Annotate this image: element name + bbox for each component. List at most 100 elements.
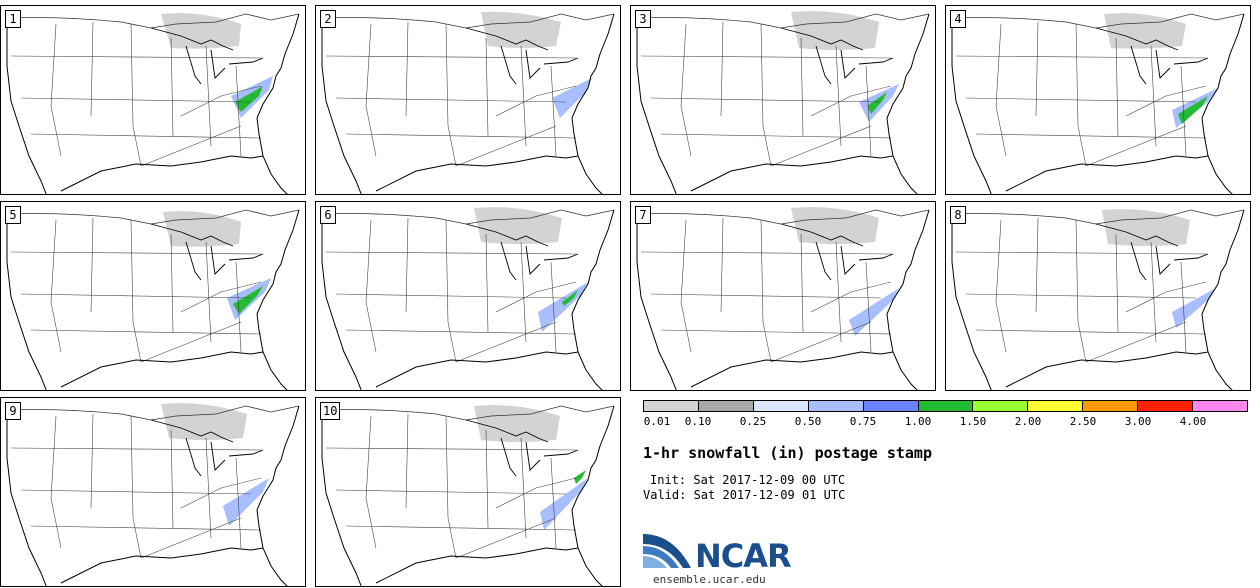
state-border [170, 233, 174, 333]
site-url: ensemble.ucar.edu [653, 573, 766, 586]
country-border [321, 405, 615, 421]
coastline [636, 11, 930, 194]
gulf-coast [375, 351, 579, 388]
state-border [50, 415, 62, 549]
state-border [1035, 217, 1039, 313]
state-border [520, 45, 527, 147]
ncar-logo-icon [643, 534, 691, 568]
country-border [6, 209, 300, 225]
country-border [636, 13, 930, 29]
country-border [321, 209, 615, 225]
state-border [325, 251, 577, 255]
colorbar-swatch [698, 401, 754, 411]
state-border [445, 219, 457, 363]
state-border [975, 133, 1207, 139]
country-border [951, 13, 1245, 29]
state-border [30, 525, 262, 531]
state-border [455, 517, 557, 559]
great-lakes [465, 223, 579, 281]
state-border [365, 219, 377, 353]
gulf-coast [60, 351, 264, 388]
stamp-number: 6 [320, 206, 336, 224]
colorbar-swatch [1083, 401, 1139, 411]
state-border [170, 429, 174, 529]
stamp-map-9 [6, 403, 300, 586]
state-border [325, 55, 577, 59]
state-border [1085, 321, 1187, 363]
state-border [180, 85, 262, 117]
state-border [640, 251, 892, 255]
state-border [325, 447, 577, 451]
state-border [640, 55, 892, 59]
colorbar-tick: 2.00 [1014, 415, 1042, 428]
stamp-number: 1 [5, 10, 21, 28]
colorbar-tick: 1.00 [904, 415, 932, 428]
great-lakes [465, 27, 579, 85]
valid-time: Valid: Sat 2017-12-09 01 UTC [643, 488, 846, 502]
colorbar-swatch [644, 401, 699, 411]
state-border [130, 415, 142, 559]
stamp-panel-4: 4 [945, 5, 1251, 195]
coastline [6, 207, 300, 390]
state-border [10, 55, 262, 59]
country-border [951, 209, 1245, 225]
snow-light-area [474, 405, 560, 442]
state-border [760, 219, 772, 363]
state-border [955, 251, 1207, 255]
stamp-panel-3: 3 [630, 5, 936, 195]
coastline [6, 11, 300, 194]
state-border [205, 241, 212, 343]
state-border [550, 457, 557, 549]
stamp-map-7 [636, 207, 930, 390]
state-border [1075, 23, 1087, 167]
stamp-map-1 [6, 11, 300, 194]
state-border [170, 37, 174, 137]
state-border [90, 21, 94, 117]
state-border [455, 125, 557, 167]
country-border [6, 13, 300, 29]
state-border [335, 293, 567, 299]
state-border [680, 23, 692, 157]
stamp-number: 4 [950, 10, 966, 28]
state-border [10, 447, 262, 451]
gulf-coast [1005, 351, 1209, 388]
colorbar-tick: 2.50 [1069, 415, 1097, 428]
state-border [1125, 85, 1207, 117]
snow-moderate-area [849, 288, 899, 336]
snow-light-area [163, 211, 241, 247]
country-border [321, 13, 615, 29]
colorbar-tick: 0.01 [643, 415, 671, 428]
colorbar-tick: 0.25 [739, 415, 767, 428]
colorbar-swatch [973, 401, 1029, 411]
state-border [520, 241, 527, 343]
great-lakes [1095, 27, 1209, 85]
state-border [140, 125, 242, 167]
country-border [6, 405, 300, 421]
colorbar-swatch [1138, 401, 1194, 411]
gulf-coast [60, 547, 264, 584]
state-border [445, 23, 457, 167]
state-border [130, 23, 142, 167]
snow-light-area [791, 11, 879, 50]
state-border [1125, 281, 1207, 313]
stamp-number: 9 [5, 402, 21, 420]
snow-moderate-area [223, 478, 269, 526]
stamp-panel-2: 2 [315, 5, 621, 195]
state-border [810, 281, 892, 313]
state-border [975, 329, 1207, 335]
state-border [650, 97, 882, 103]
stamp-map-4 [951, 11, 1245, 194]
stamp-panel-9: 9 [0, 397, 306, 587]
snow-light-area [161, 403, 247, 440]
snow-heavy-area [574, 470, 586, 484]
state-border [405, 21, 409, 117]
state-border [20, 489, 252, 495]
state-border [1150, 45, 1157, 147]
state-border [180, 281, 262, 313]
state-border [140, 321, 242, 363]
coastline [321, 207, 615, 390]
stamp-panel-6: 6 [315, 201, 621, 391]
state-border [140, 517, 242, 559]
colorbar-swatch [753, 401, 809, 411]
colorbar-tick: 0.10 [684, 415, 712, 428]
